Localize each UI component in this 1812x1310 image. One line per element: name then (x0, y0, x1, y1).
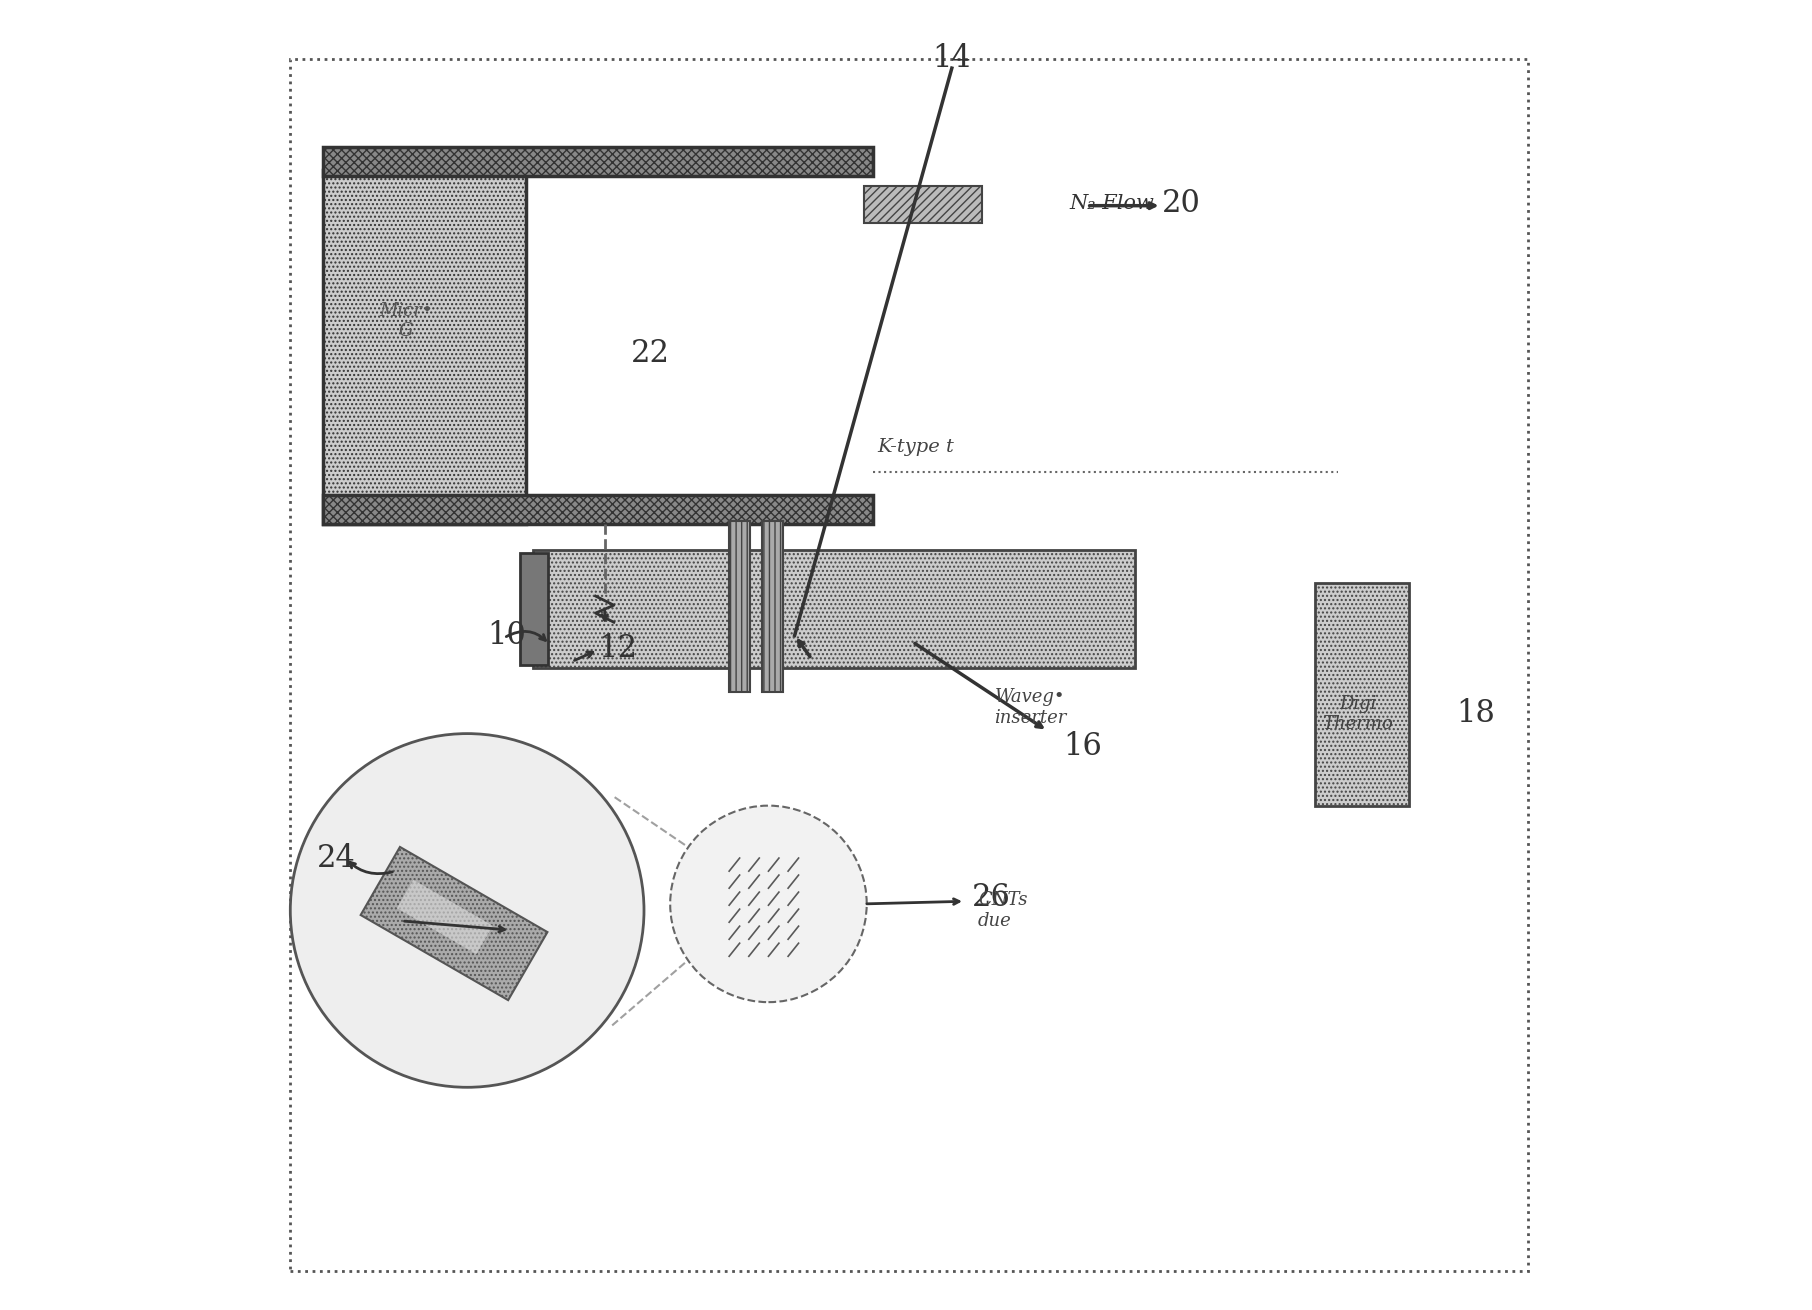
FancyBboxPatch shape (1316, 583, 1410, 806)
Text: Waveg•
inserter: Waveg• inserter (995, 688, 1067, 727)
Text: 12: 12 (598, 633, 638, 664)
Text: CNTs
due: CNTs due (978, 891, 1027, 930)
Circle shape (670, 806, 866, 1002)
FancyBboxPatch shape (323, 147, 873, 176)
Text: 22: 22 (631, 338, 670, 369)
Text: N₂ Flow: N₂ Flow (1069, 194, 1154, 212)
Text: 16: 16 (1064, 731, 1102, 762)
Text: 18: 18 (1457, 698, 1495, 730)
Text: K-type t: K-type t (877, 438, 955, 456)
Text: 26: 26 (971, 882, 1011, 913)
FancyBboxPatch shape (323, 495, 873, 524)
FancyBboxPatch shape (864, 186, 982, 223)
Text: 20: 20 (1161, 187, 1201, 219)
Text: 14: 14 (933, 43, 971, 75)
FancyBboxPatch shape (520, 553, 549, 665)
Polygon shape (397, 880, 493, 954)
Circle shape (290, 734, 643, 1087)
FancyBboxPatch shape (728, 521, 750, 692)
Text: Micr•
G: Micr• G (379, 301, 433, 341)
FancyBboxPatch shape (323, 170, 525, 524)
Text: 24: 24 (317, 842, 355, 874)
Text: Digi
Thermo: Digi Thermo (1323, 694, 1393, 734)
Text: 10: 10 (487, 620, 525, 651)
Polygon shape (361, 848, 547, 1000)
FancyBboxPatch shape (761, 521, 783, 692)
FancyBboxPatch shape (533, 550, 1136, 668)
